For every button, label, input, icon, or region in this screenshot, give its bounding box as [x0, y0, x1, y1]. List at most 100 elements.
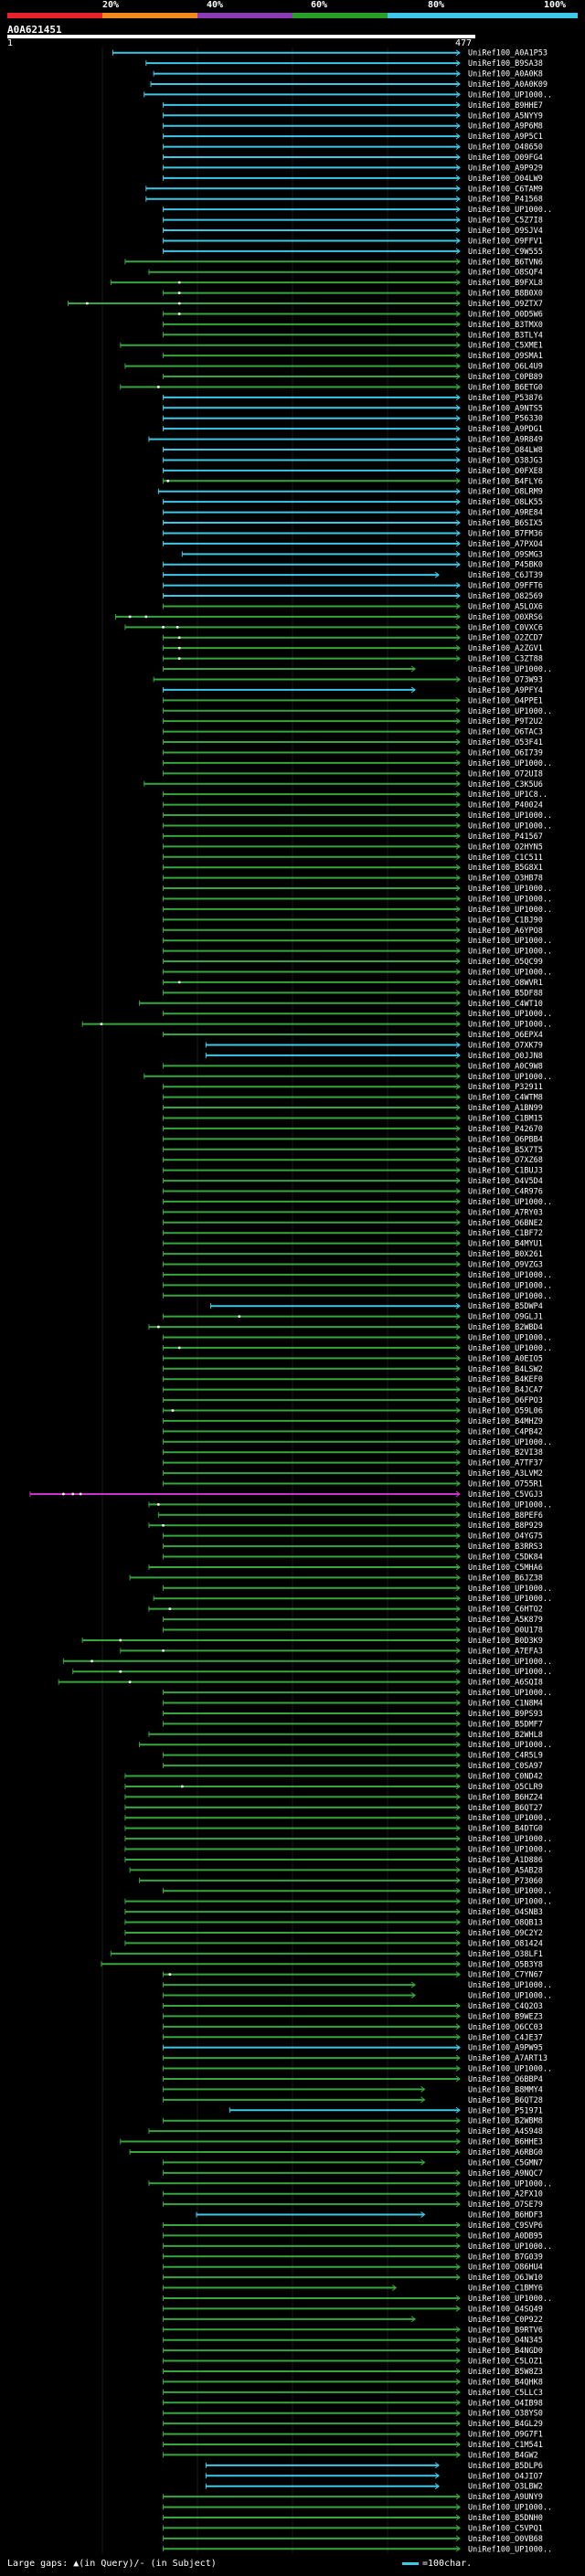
- hit-label[interactable]: UniRef100_A9NQC7: [468, 2169, 543, 2178]
- hit-label[interactable]: UniRef100_A9PFY4: [468, 686, 543, 695]
- hit-label[interactable]: UniRef100_UP1000..: [468, 1292, 552, 1301]
- hit-label[interactable]: UniRef100_C5DK84: [468, 1553, 543, 1563]
- hit-label[interactable]: UniRef100_O6PBB4: [468, 1135, 543, 1144]
- hit-label[interactable]: UniRef100_UP1000..: [468, 885, 552, 894]
- hit-label[interactable]: UniRef100_UP1000..: [468, 1438, 552, 1447]
- hit-label[interactable]: UniRef100_UP1000..: [468, 90, 552, 100]
- hit-label[interactable]: UniRef100_O38YS0: [468, 2410, 543, 2419]
- hit-label[interactable]: UniRef100_UP1000..: [468, 1658, 552, 1667]
- hit-label[interactable]: UniRef100_B6SIX5: [468, 519, 543, 528]
- hit-label[interactable]: UniRef100_C4R976: [468, 1187, 543, 1196]
- hit-label[interactable]: UniRef100_C1C511: [468, 853, 543, 863]
- hit-label[interactable]: UniRef100_B6TVN6: [468, 258, 543, 267]
- hit-label[interactable]: UniRef100_B6QT28: [468, 2096, 543, 2105]
- hit-label[interactable]: UniRef100_O755R1: [468, 1480, 543, 1489]
- hit-label[interactable]: UniRef100_A0A0K09: [468, 80, 548, 90]
- hit-label[interactable]: UniRef100_C3ZT88: [468, 655, 543, 664]
- hit-label[interactable]: UniRef100_O73W93: [468, 675, 543, 684]
- hit-label[interactable]: UniRef100_UP1000..: [468, 1846, 552, 1855]
- hit-label[interactable]: UniRef100_B4QHK8: [468, 2378, 543, 2387]
- hit-label[interactable]: UniRef100_O82569: [468, 592, 543, 601]
- hit-label[interactable]: UniRef100_O3HB78: [468, 875, 543, 884]
- hit-label[interactable]: UniRef100_B8P929: [468, 1521, 543, 1531]
- hit-label[interactable]: UniRef100_C4JE37: [468, 2033, 543, 2042]
- hit-label[interactable]: UniRef100_A5LOX6: [468, 602, 543, 611]
- hit-label[interactable]: UniRef100_UP1C8..: [468, 790, 548, 800]
- hit-label[interactable]: UniRef100_UP1000..: [468, 895, 552, 904]
- hit-label[interactable]: UniRef100_A7ART13: [468, 2054, 548, 2063]
- hit-label[interactable]: UniRef100_C7YN67: [468, 1971, 543, 1980]
- hit-label[interactable]: UniRef100_A7EFA3: [468, 1647, 543, 1656]
- hit-label[interactable]: UniRef100_O9SMG3: [468, 550, 543, 559]
- hit-label[interactable]: UniRef100_O84LW8: [468, 446, 543, 455]
- hit-label[interactable]: UniRef100_UP1000..: [468, 1198, 552, 1207]
- hit-label[interactable]: UniRef100_O8WVR1: [468, 979, 543, 988]
- hit-label[interactable]: UniRef100_A5AB28: [468, 1866, 543, 1875]
- hit-label[interactable]: UniRef100_A9P6M8: [468, 122, 543, 132]
- hit-label[interactable]: UniRef100_C6TAM9: [468, 185, 543, 194]
- hit-label[interactable]: UniRef100_O9C2Y2: [468, 1929, 543, 1938]
- hit-label[interactable]: UniRef100_C4PB42: [468, 1427, 543, 1436]
- hit-label[interactable]: UniRef100_C1BUJ3: [468, 1167, 543, 1176]
- hit-label[interactable]: UniRef100_O6BNE2: [468, 1219, 543, 1228]
- hit-label[interactable]: UniRef100_O2HYN5: [468, 843, 543, 852]
- hit-label[interactable]: UniRef100_UP1000..: [468, 2504, 552, 2513]
- hit-label[interactable]: UniRef100_B0X261: [468, 1250, 543, 1259]
- hit-label[interactable]: UniRef100_UP1000..: [468, 1073, 552, 1082]
- hit-label[interactable]: UniRef100_B5DLP6: [468, 2462, 543, 2471]
- hit-label[interactable]: UniRef100_B5W8Z3: [468, 2368, 543, 2377]
- hit-label[interactable]: UniRef100_B5DMF7: [468, 1720, 543, 1729]
- hit-label[interactable]: UniRef100_B4MYU1: [468, 1240, 543, 1249]
- hit-label[interactable]: UniRef100_O4N345: [468, 2337, 543, 2346]
- hit-label[interactable]: UniRef100_C1N8M4: [468, 1700, 543, 1709]
- hit-label[interactable]: UniRef100_A0DB95: [468, 2231, 543, 2241]
- hit-label[interactable]: UniRef100_UP1000..: [468, 2242, 552, 2252]
- hit-label[interactable]: UniRef100_O59L06: [468, 1407, 543, 1416]
- hit-label[interactable]: UniRef100_O6I739: [468, 748, 543, 758]
- hit-label[interactable]: UniRef100_B4FLY6: [468, 477, 543, 486]
- hit-label[interactable]: UniRef100_C1BF72: [468, 1229, 543, 1238]
- hit-label[interactable]: UniRef100_B2WBM8: [468, 2117, 543, 2126]
- hit-label[interactable]: UniRef100_B3RRS3: [468, 1542, 543, 1552]
- hit-label[interactable]: UniRef100_A9RE84: [468, 509, 543, 518]
- hit-label[interactable]: UniRef100_O3LBW2: [468, 2483, 543, 2492]
- hit-label[interactable]: UniRef100_UP1000..: [468, 937, 552, 946]
- hit-label[interactable]: UniRef100_O4SQ49: [468, 2305, 543, 2314]
- hit-label[interactable]: UniRef100_O9VZG3: [468, 1260, 543, 1269]
- hit-label[interactable]: UniRef100_UP1000..: [468, 2065, 552, 2074]
- hit-label[interactable]: UniRef100_UP1000..: [468, 2179, 552, 2189]
- hit-label[interactable]: UniRef100_B5DWP4: [468, 1302, 543, 1311]
- hit-label[interactable]: UniRef100_B9SA38: [468, 59, 543, 69]
- hit-label[interactable]: UniRef100_O2ZCD7: [468, 634, 543, 643]
- hit-label[interactable]: UniRef100_A2ZGV1: [468, 644, 543, 653]
- hit-label[interactable]: UniRef100_A7PXO4: [468, 540, 543, 549]
- hit-label[interactable]: UniRef100_O8QB13: [468, 1919, 543, 1928]
- hit-label[interactable]: UniRef100_C5LLC3: [468, 2389, 543, 2398]
- hit-label[interactable]: UniRef100_B6QT27: [468, 1804, 543, 1813]
- hit-label[interactable]: UniRef100_A4S948: [468, 2127, 543, 2136]
- hit-label[interactable]: UniRef100_O6TAC3: [468, 728, 543, 737]
- hit-label[interactable]: UniRef100_C4WT10: [468, 1000, 543, 1009]
- hit-label[interactable]: UniRef100_P41568: [468, 196, 543, 205]
- hit-label[interactable]: UniRef100_C1M541: [468, 2441, 543, 2450]
- hit-label[interactable]: UniRef100_UP1000..: [468, 1887, 552, 1896]
- hit-label[interactable]: UniRef100_O5B3Y8: [468, 1960, 543, 1969]
- hit-label[interactable]: UniRef100_A3LVM2: [468, 1469, 543, 1479]
- hit-label[interactable]: UniRef100_UP1000..: [468, 1668, 552, 1677]
- hit-label[interactable]: UniRef100_UP1000..: [468, 665, 552, 674]
- hit-label[interactable]: UniRef100_B9HHE7: [468, 101, 543, 111]
- hit-label[interactable]: UniRef100_C3K5U6: [468, 780, 543, 790]
- hit-label[interactable]: UniRef100_P40024: [468, 801, 543, 811]
- hit-label[interactable]: UniRef100_P51971: [468, 2106, 543, 2115]
- hit-label[interactable]: UniRef100_C4WTM8: [468, 1094, 543, 1103]
- hit-label[interactable]: UniRef100_A7TF37: [468, 1459, 543, 1468]
- hit-label[interactable]: UniRef100_B3TMX0: [468, 321, 543, 330]
- hit-label[interactable]: UniRef100_O9FFT6: [468, 582, 543, 591]
- hit-label[interactable]: UniRef100_C5VPQ1: [468, 2524, 543, 2533]
- hit-label[interactable]: UniRef100_O4IB98: [468, 2399, 543, 2408]
- hit-label[interactable]: UniRef100_UP1000..: [468, 948, 552, 957]
- hit-label[interactable]: UniRef100_B7FM36: [468, 529, 543, 538]
- hit-label[interactable]: UniRef100_UP1000..: [468, 1271, 552, 1280]
- hit-label[interactable]: UniRef100_UP1000..: [468, 1334, 552, 1343]
- hit-label[interactable]: UniRef100_O6L4U9: [468, 363, 543, 372]
